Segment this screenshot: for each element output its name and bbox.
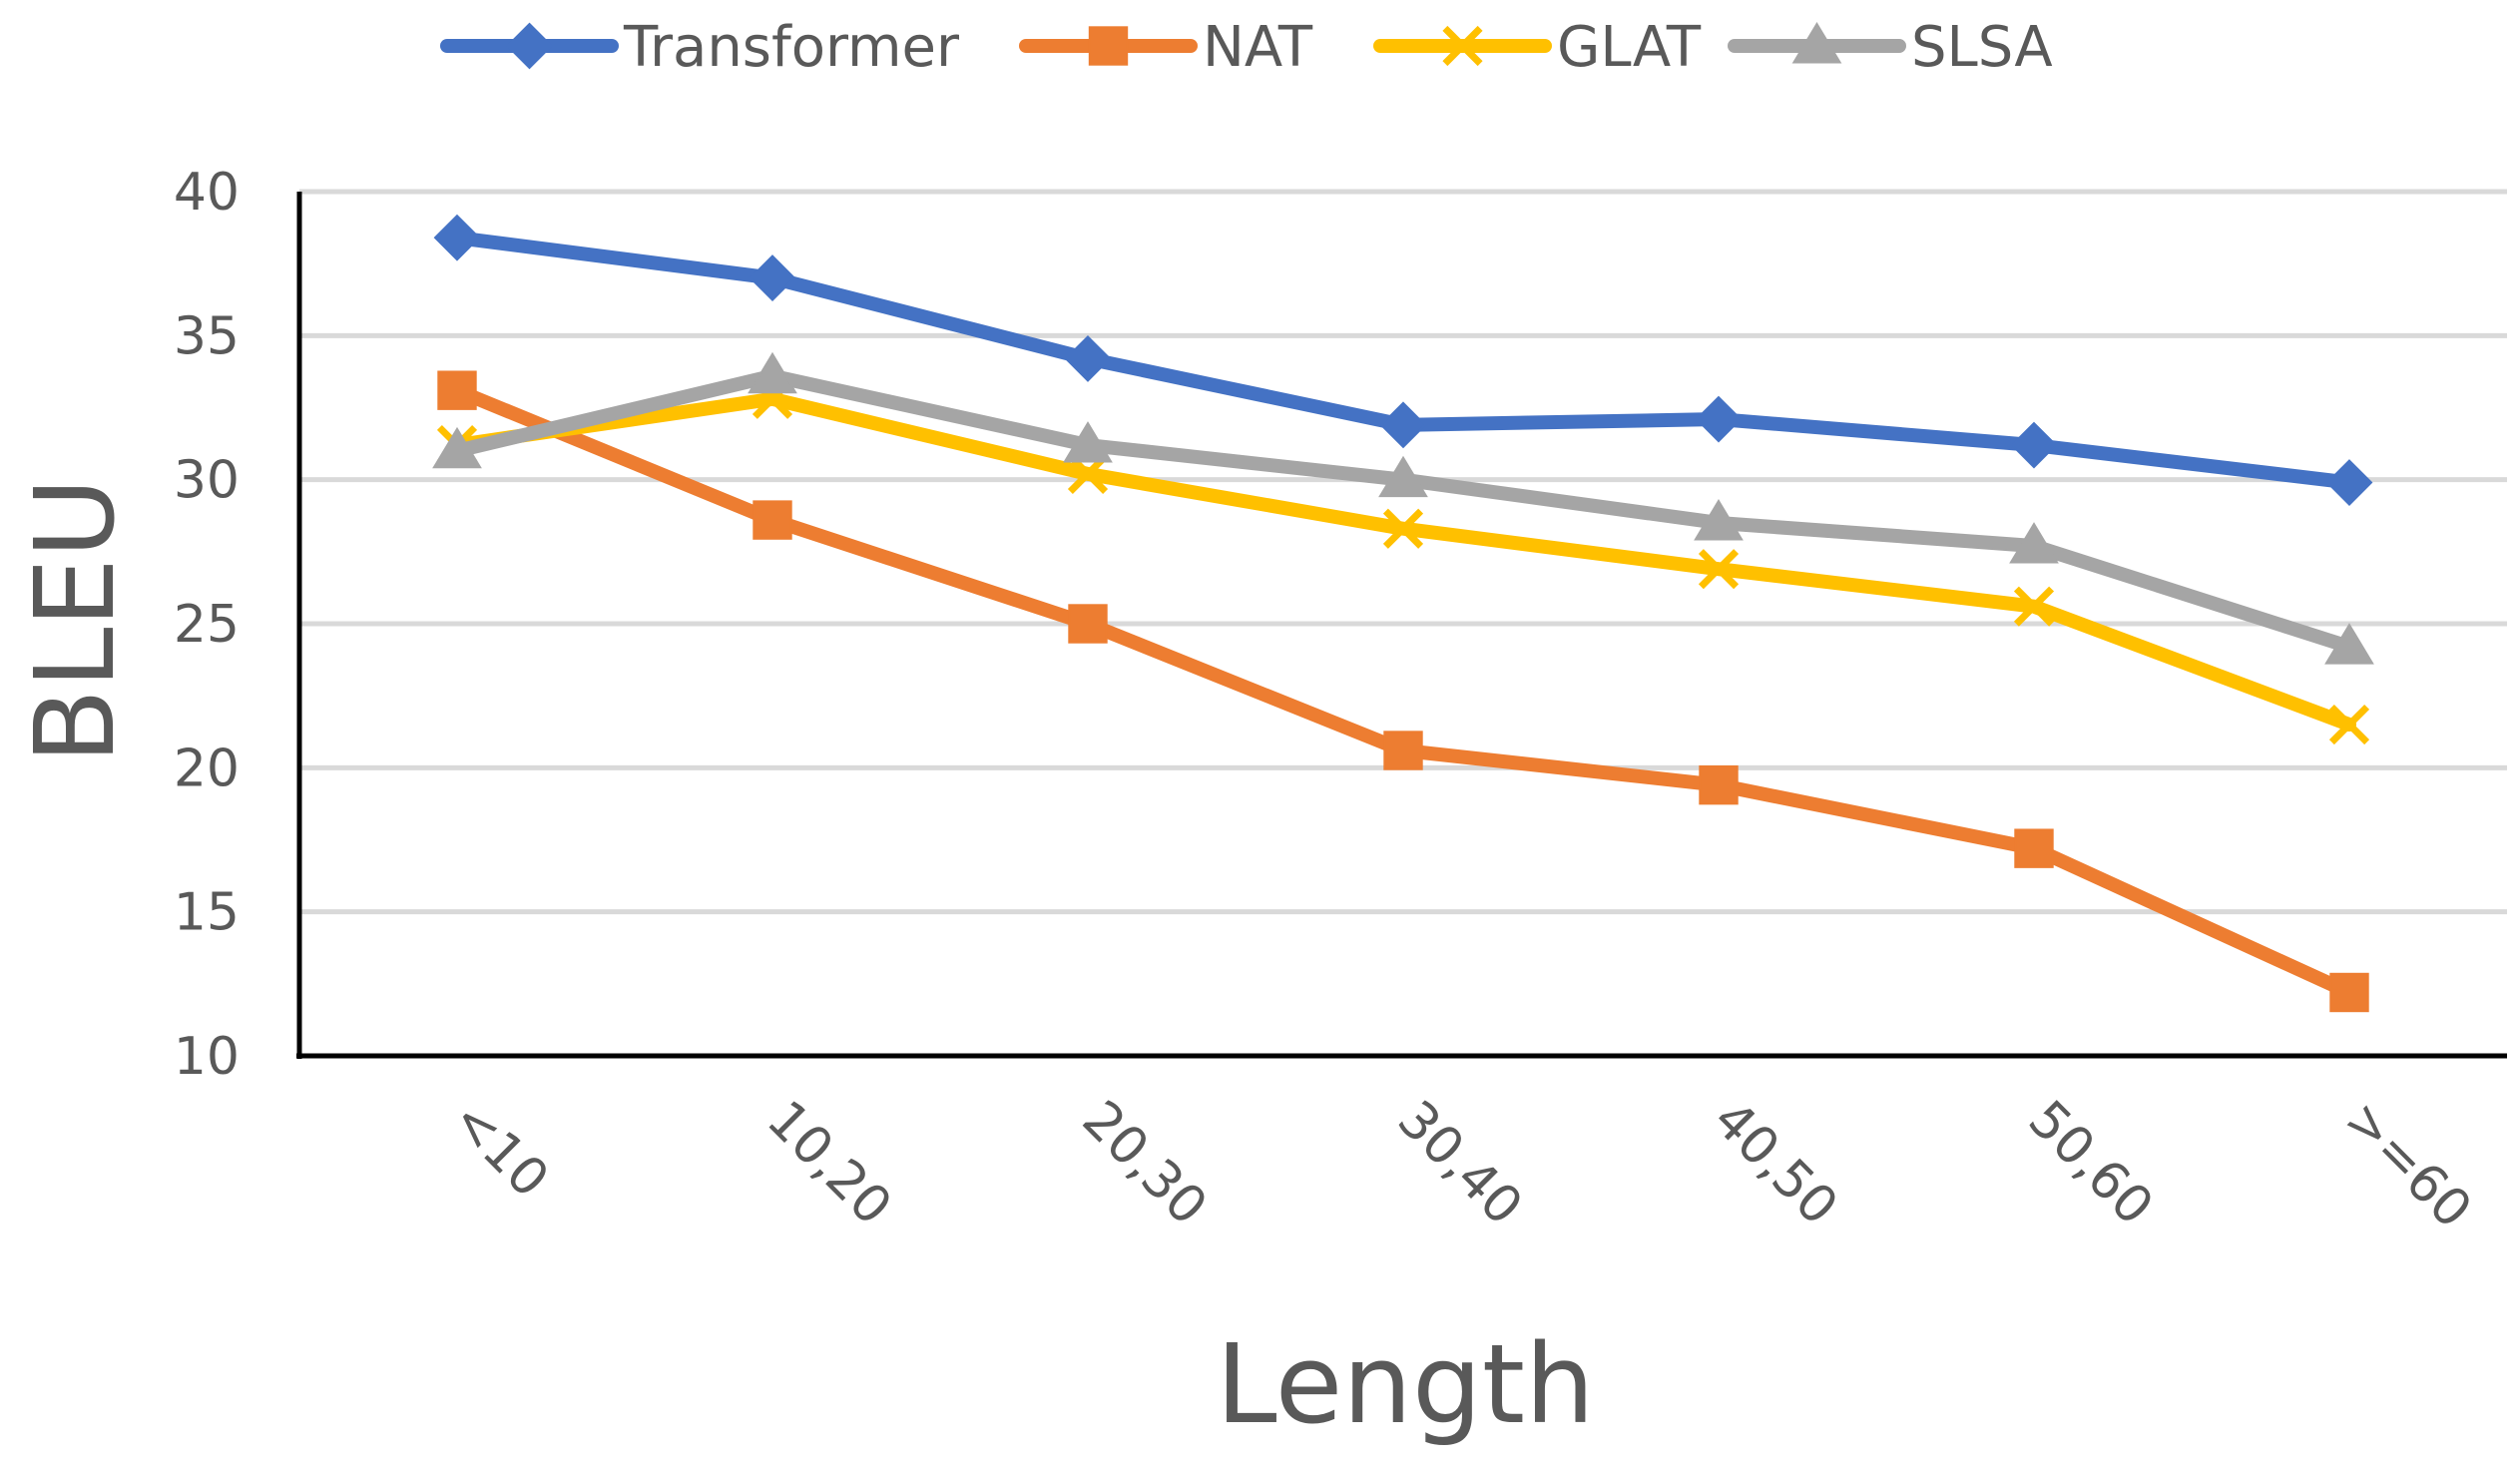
legend-item-nat: NAT <box>1019 15 1313 80</box>
x-tick-label: >=60 <box>2332 1090 2483 1240</box>
series-transformer <box>433 214 2373 506</box>
y-tick-label: 25 <box>174 595 240 655</box>
x-tick-label: 40,50 <box>1702 1090 1849 1237</box>
data-point-transformer <box>1379 401 1427 449</box>
marker-stroke <box>1382 508 1424 549</box>
data-point-nat <box>2329 972 2369 1013</box>
data-point-glat <box>2013 586 2055 627</box>
y-tick-label: 30 <box>174 451 240 511</box>
y-tick-label: 20 <box>174 738 240 798</box>
x-tick-label: <10 <box>440 1090 560 1210</box>
data-point-nat <box>753 500 792 540</box>
data-point-slsa <box>2324 623 2374 665</box>
data-point-nat <box>2014 828 2054 868</box>
legend-label-transformer: Transformer <box>623 15 960 80</box>
data-point-slsa <box>2009 522 2059 564</box>
data-point-glat <box>2328 704 2370 745</box>
x-tick-label: 50,60 <box>2017 1090 2165 1237</box>
x-tick-label: 10,20 <box>756 1090 903 1237</box>
data-point-slsa <box>1063 421 1113 463</box>
series-lines <box>432 214 2374 1013</box>
legend: Transformer NAT GLAT SLSA <box>440 15 2053 80</box>
legend-marker-glat <box>1442 25 1483 67</box>
y-tick-label: 35 <box>174 306 240 366</box>
data-point-transformer <box>749 254 796 302</box>
axes <box>296 192 2507 1059</box>
y-axis-title: BLEU <box>11 478 139 764</box>
marker-stroke <box>1698 549 1740 590</box>
data-point-nat <box>437 370 477 410</box>
data-point-transformer <box>1064 335 1112 382</box>
marker-stroke <box>2013 586 2055 627</box>
legend-marker-nat <box>1088 26 1129 66</box>
data-point-transformer <box>433 214 481 261</box>
data-point-slsa <box>748 351 797 394</box>
legend-marker-transformer <box>506 22 553 70</box>
marker-stroke <box>2328 704 2370 745</box>
data-point-nat <box>1383 731 1423 770</box>
legend-label-slsa: SLSA <box>1911 15 2053 80</box>
y-tick-label: 40 <box>174 163 240 223</box>
data-point-transformer <box>1695 395 1743 443</box>
legend-label-nat: NAT <box>1203 15 1313 80</box>
y-tick-label: 10 <box>174 1027 240 1087</box>
data-point-glat <box>1698 549 1740 590</box>
data-point-nat <box>1699 764 1739 805</box>
legend-item-glat: GLAT <box>1373 15 1702 80</box>
tick-labels: 10 15 20 25 30 35 40 <10 10,20 20,30 30,40 40,50 50,… <box>174 163 2483 1240</box>
data-point-nat <box>1068 604 1108 644</box>
x-axis-title: Length <box>1216 1320 1594 1448</box>
legend-item-transformer: Transformer <box>440 15 960 80</box>
gridlines <box>299 189 2507 915</box>
x-tick-label: 20,30 <box>1071 1090 1219 1237</box>
series-nat <box>437 370 2369 1013</box>
marker-stroke <box>1442 25 1483 67</box>
legend-marker-slsa <box>1791 22 1842 64</box>
data-point-slsa <box>1378 455 1428 498</box>
data-point-slsa <box>432 426 482 469</box>
legend-label-glat: GLAT <box>1557 15 1702 80</box>
legend-item-slsa: SLSA <box>1728 15 2053 80</box>
series-slsa <box>432 351 2374 665</box>
x-tick-label: 30,40 <box>1386 1090 1534 1237</box>
data-point-transformer <box>2325 459 2373 506</box>
data-point-glat <box>1382 508 1424 549</box>
data-point-transformer <box>2010 421 2058 469</box>
data-point-slsa <box>1694 499 1744 541</box>
y-tick-label: 15 <box>174 883 240 943</box>
